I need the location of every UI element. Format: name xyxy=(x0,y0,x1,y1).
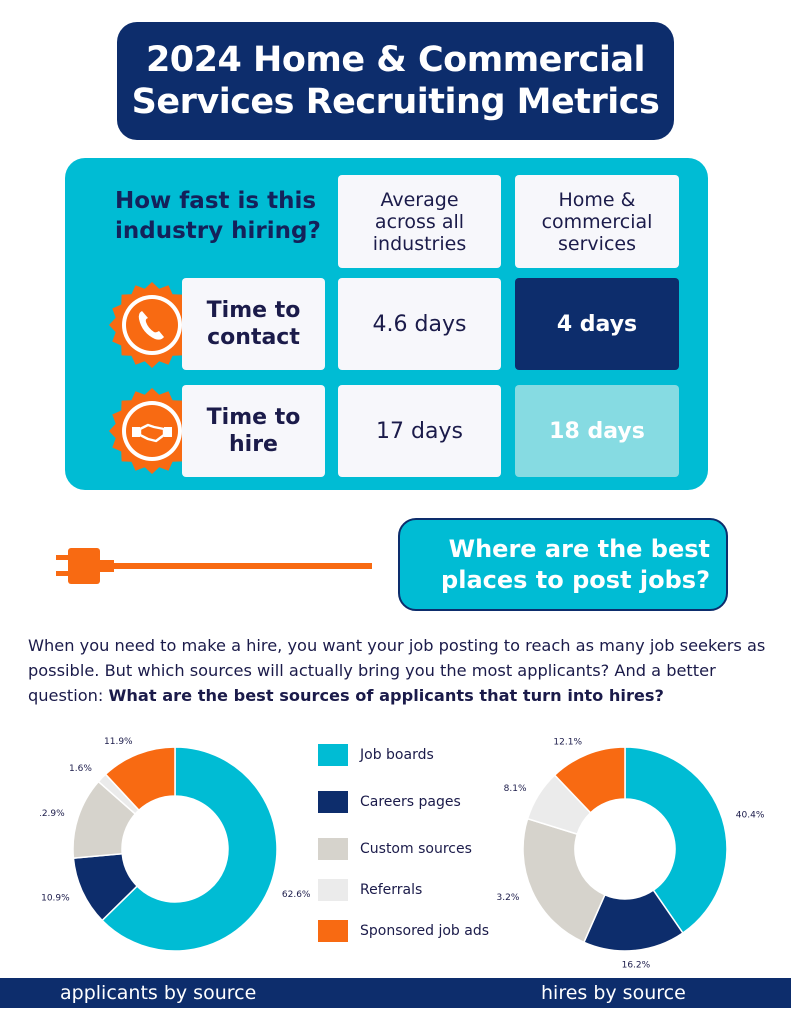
industry-time-to-contact: 4 days xyxy=(515,278,679,370)
industry-time-to-contact-text: 4 days xyxy=(556,311,638,337)
legend-item-job-boards: Job boards xyxy=(318,744,434,766)
applicants-slice-job-boards xyxy=(101,746,278,952)
applicants-label-referrals: 1.6% xyxy=(69,764,92,774)
hires-label-sponsored: 12.1% xyxy=(553,737,582,747)
col-header-average-text: Average across all industries xyxy=(372,188,467,255)
row-label-time-to-hire: Time to hire xyxy=(182,385,325,477)
hires-slice-sponsored xyxy=(553,746,626,814)
legend-item-referrals: Referrals xyxy=(318,879,422,901)
hires-slice-custom-sources xyxy=(522,817,606,944)
applicants-label-careers-pages: 10.9% xyxy=(41,894,70,904)
applicants-label-job-boards: 62.6% xyxy=(282,890,310,900)
applicants-label-sponsored: 11.9% xyxy=(104,737,133,747)
title-banner: 2024 Home & Commercial Services Recruiti… xyxy=(117,22,674,140)
hires-label-job-boards: 40.4% xyxy=(736,811,765,821)
avg-time-to-hire: 17 days xyxy=(338,385,501,477)
row-label-time-to-contact-text: Time to contact xyxy=(206,298,301,350)
avg-time-to-contact: 4.6 days xyxy=(338,278,501,370)
intro-question: What are the best sources of applicants … xyxy=(108,686,664,705)
speed-question: How fast is this industry hiring? xyxy=(115,188,321,244)
legend-label-custom-sources: Custom sources xyxy=(360,841,472,857)
section-title-box: Where are the best places to post jobs? xyxy=(398,518,728,611)
hires-slice-job-boards xyxy=(624,746,728,935)
hires-by-source-chart: 40.4% 16.2% 23.2% 8.1% 12.1% xyxy=(497,737,765,971)
page-title: 2024 Home & Commercial Services Recruiti… xyxy=(131,40,660,122)
legend-label-job-boards: Job boards xyxy=(360,747,434,763)
col-header-industry-text: Home & commercial services xyxy=(541,188,653,255)
legend-label-referrals: Referrals xyxy=(360,882,423,898)
row-label-time-to-hire-text: Time to hire xyxy=(206,405,301,457)
legend-swatch-referrals xyxy=(318,879,348,901)
applicants-by-source-chart: 62.6% 10.9% 12.9% 1.6% 11.9% xyxy=(40,737,310,952)
col-header-average: Average across all industries xyxy=(338,175,501,268)
legend-item-sponsored: Sponsored job ads xyxy=(318,920,489,942)
phone-icon xyxy=(109,282,195,368)
plug-icon xyxy=(56,548,372,584)
legend-label-careers-pages: Careers pages xyxy=(360,794,461,810)
hires-label-custom-sources: 23.2% xyxy=(497,893,520,903)
footer-label-applicants: applicants by source xyxy=(60,982,257,1004)
legend-label-sponsored: Sponsored job ads xyxy=(360,923,490,939)
section-title: Where are the best places to post jobs? xyxy=(441,534,710,594)
legend-swatch-job-boards xyxy=(318,744,348,766)
intro-paragraph: When you need to make a hire, you want y… xyxy=(28,633,768,708)
hires-label-careers-pages: 16.2% xyxy=(622,961,651,971)
legend-swatch-careers-pages xyxy=(318,791,348,813)
footer-bar xyxy=(0,978,791,1008)
row-label-time-to-contact: Time to contact xyxy=(182,278,325,370)
avg-time-to-hire-text: 17 days xyxy=(376,418,463,444)
intro-text: When you need to make a hire, you want y… xyxy=(28,636,766,705)
footer-label-hires: hires by source xyxy=(541,982,686,1004)
applicants-slice-sponsored xyxy=(104,746,176,812)
col-header-industry: Home & commercial services xyxy=(515,175,679,268)
applicants-label-custom-sources: 12.9% xyxy=(40,809,65,819)
avg-time-to-contact-text: 4.6 days xyxy=(372,311,467,337)
industry-time-to-hire-text: 18 days xyxy=(549,418,645,444)
hires-label-referrals: 8.1% xyxy=(504,784,527,794)
legend-item-careers-pages: Careers pages xyxy=(318,791,461,813)
industry-time-to-hire: 18 days xyxy=(515,385,679,477)
legend-swatch-sponsored xyxy=(318,920,348,942)
handshake-icon xyxy=(109,388,195,474)
legend-item-custom-sources: Custom sources xyxy=(318,838,472,860)
legend-swatch-custom-sources xyxy=(318,838,348,860)
